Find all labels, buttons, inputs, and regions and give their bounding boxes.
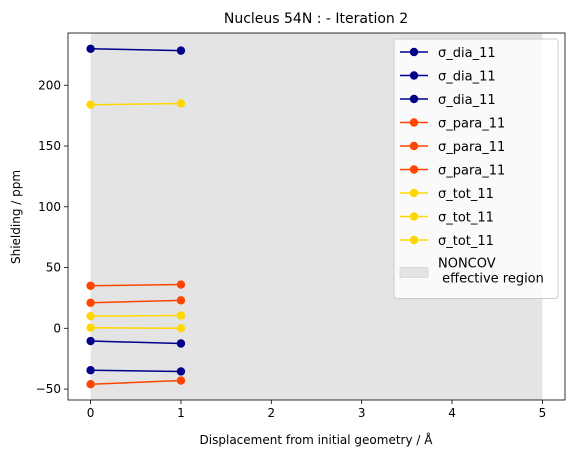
x-axis-label: Displacement from initial geometry / Å (200, 432, 434, 447)
series-line (90, 369, 181, 373)
data-point (176, 99, 186, 108)
legend-marker (409, 94, 419, 104)
plot-frame (67, 32, 566, 401)
data-point (86, 44, 95, 53)
legend-label: σ_tot_11 (438, 187, 494, 202)
legend-item: σ_para_11 (400, 164, 505, 179)
data-point (86, 366, 95, 375)
legend-label: σ_dia_11 (438, 46, 496, 61)
x-tick-label: 5 (539, 406, 547, 420)
data-point (86, 281, 95, 290)
series-line (90, 283, 181, 287)
x-tick-label: 1 (177, 406, 185, 420)
data-point (176, 311, 186, 320)
legend-item: σ_tot_11 (400, 187, 494, 202)
data-point (176, 367, 186, 376)
data-point (86, 336, 95, 346)
y-axis-label: Shielding / ppm (9, 170, 23, 264)
series--dia-11-1 (86, 336, 186, 348)
series--tot-11-8 (86, 323, 186, 333)
legend-region-swatch (399, 267, 429, 278)
series--dia-11-0 (86, 44, 186, 55)
legend-label: σ_para_11 (438, 117, 505, 132)
chart-title: Nucleus 54N : - Iteration 2 (224, 11, 408, 27)
legend-label: σ_dia_11 (438, 70, 496, 85)
legend-item: σ_tot_11 (400, 211, 494, 226)
series-line (90, 340, 181, 345)
legend-marker (409, 212, 419, 221)
legend-marker (409, 118, 419, 127)
legend-item: σ_para_11 (400, 140, 505, 155)
data-point (176, 339, 186, 348)
series--para-11-4 (86, 296, 186, 307)
legend-label: σ_para_11 (438, 140, 505, 155)
y-axis: −50 0 50 100 150 200 (36, 78, 68, 396)
series--tot-11-7 (86, 311, 186, 321)
legend-marker (409, 188, 419, 198)
x-axis: 0 1 2 3 4 5 (87, 400, 546, 420)
x-tick-label: 3 (358, 406, 366, 420)
legend-marker (409, 235, 419, 245)
y-tick-label: 200 (38, 78, 61, 92)
series--dia-11-2 (86, 366, 186, 376)
legend-box (393, 38, 559, 299)
legend-label: σ_tot_11 (438, 234, 494, 249)
data-point (86, 311, 95, 321)
series-layer (86, 44, 186, 389)
legend-marker (409, 165, 419, 174)
x-tick-label: 0 (87, 406, 95, 420)
legend-item: σ_tot_11 (400, 234, 494, 249)
series-line (90, 102, 181, 106)
data-point (86, 298, 95, 307)
legend-label: σ_dia_11 (438, 93, 496, 108)
series--para-11-3 (86, 280, 186, 290)
legend-item: σ_dia_11 (400, 70, 496, 85)
legend: σ_dia_11 σ_dia_11 σ_dia_11 σ_para_11 σ_para_… (393, 38, 559, 299)
data-point (176, 280, 186, 289)
series-line (90, 299, 181, 304)
series-line (90, 48, 181, 52)
data-point (176, 46, 186, 55)
legend-item-region: NONCOV effective region (399, 257, 544, 287)
y-tick-label: 150 (38, 139, 61, 153)
legend-region-label: NONCOV effective region (438, 257, 544, 287)
data-point (176, 324, 186, 333)
series-line (90, 379, 181, 385)
y-tick-label: 50 (46, 261, 61, 275)
legend-marker (409, 141, 419, 151)
x-tick-label: 4 (448, 406, 456, 420)
data-point (86, 380, 95, 389)
y-tick-label: −50 (36, 382, 61, 396)
data-point (86, 100, 95, 109)
data-point (86, 323, 95, 332)
x-tick-label: 2 (267, 406, 275, 420)
y-tick-label: 100 (38, 200, 61, 214)
data-point (176, 296, 186, 305)
legend-label: σ_para_11 (438, 164, 505, 179)
series--para-11-5 (86, 376, 186, 389)
series--tot-11-6 (86, 99, 186, 109)
y-tick-label: 0 (53, 321, 61, 335)
legend-label: σ_tot_11 (438, 211, 494, 226)
data-point (176, 376, 186, 385)
legend-item: σ_dia_11 (400, 46, 496, 61)
legend-item: σ_para_11 (400, 117, 505, 132)
legend-item: σ_dia_11 (400, 93, 496, 108)
series-line (90, 326, 181, 330)
legend-marker (409, 71, 419, 80)
series-line (90, 314, 181, 317)
legend-marker (409, 47, 419, 57)
